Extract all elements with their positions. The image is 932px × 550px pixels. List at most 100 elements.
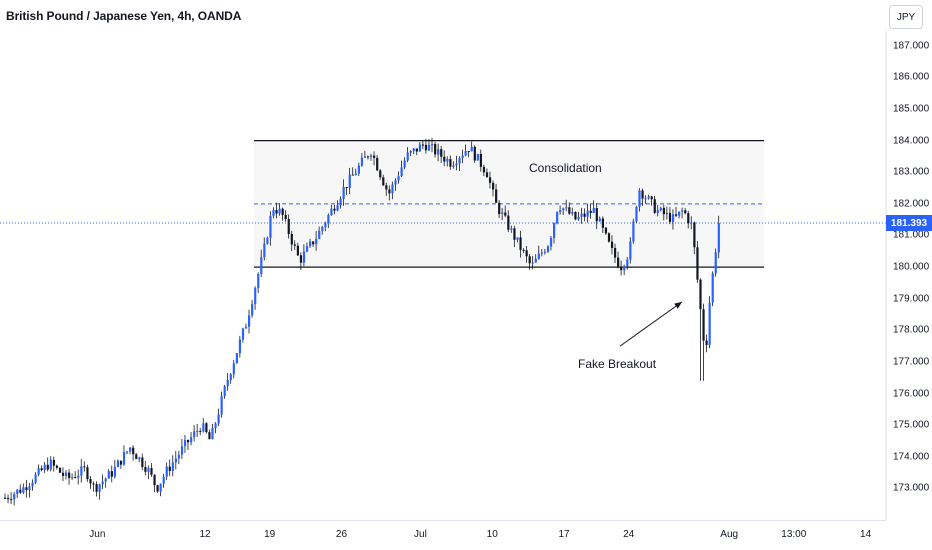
- candle-body: [327, 215, 330, 224]
- candle-body: [638, 190, 641, 207]
- currency-button[interactable]: JPY: [889, 5, 923, 29]
- candle-body: [287, 218, 290, 235]
- candle-body: [126, 451, 129, 453]
- candle-body: [330, 208, 333, 216]
- time-tick-label: 10: [486, 529, 498, 540]
- candle-body: [513, 228, 516, 240]
- candle-body: [293, 244, 296, 246]
- candle-body: [196, 430, 199, 432]
- candle-body: [485, 172, 489, 178]
- price-tick-label: 184.000: [893, 135, 930, 147]
- price-axis[interactable]: 173.000 174.000 175.000 176.000 177.000 178.0…: [886, 30, 932, 520]
- candle-body: [671, 214, 675, 222]
- candle-body: [132, 447, 135, 455]
- candle-body: [488, 177, 492, 183]
- candle-body: [244, 326, 248, 329]
- candle-body: [534, 258, 537, 263]
- candle-body: [498, 202, 501, 215]
- candle-body: [290, 234, 293, 245]
- candle-body: [632, 221, 635, 242]
- time-tick-label: 24: [623, 529, 635, 540]
- candle-body: [19, 489, 22, 493]
- candle-body: [424, 144, 428, 151]
- candle-body: [659, 207, 662, 211]
- candle-body: [141, 457, 144, 467]
- candle-body: [284, 215, 287, 219]
- candle-body: [604, 227, 608, 234]
- fake-breakout-arrow[interactable]: [619, 301, 683, 347]
- candle-body: [65, 472, 68, 476]
- candle-body: [278, 208, 281, 214]
- candle-body: [159, 483, 162, 492]
- candle-body: [589, 210, 592, 214]
- candle-body: [595, 207, 598, 222]
- time-tick-label: 17: [558, 529, 570, 540]
- candle-body: [592, 207, 595, 214]
- candle-body: [223, 386, 226, 397]
- candle-body: [211, 428, 214, 440]
- candle-body: [269, 215, 272, 239]
- candle-body: [626, 259, 629, 267]
- candle-body: [479, 153, 482, 167]
- candle-body: [540, 252, 543, 254]
- candle-body: [473, 146, 476, 161]
- candle-body: [464, 151, 467, 156]
- candle-body: [427, 144, 431, 151]
- candle-body: [665, 212, 669, 215]
- consolidation-label[interactable]: Consolidation: [529, 161, 602, 176]
- candle-body: [257, 274, 260, 289]
- candle-body: [492, 182, 495, 190]
- price-tick-label: 173.000: [893, 482, 930, 494]
- time-tick-label: 14: [860, 529, 872, 540]
- candle-body: [522, 249, 525, 251]
- candle-body: [89, 479, 92, 484]
- candle-body: [248, 315, 251, 327]
- candle-body: [598, 218, 601, 222]
- candle-body: [431, 144, 434, 146]
- candle-body: [92, 483, 95, 485]
- candle-body: [406, 152, 409, 161]
- candle-body: [321, 227, 324, 231]
- candle-body: [363, 156, 367, 158]
- candle-body: [553, 223, 556, 239]
- candle-body: [116, 460, 120, 467]
- candle-body: [122, 452, 126, 465]
- candle-body: [74, 476, 77, 478]
- candle-body: [98, 484, 101, 492]
- candle-body: [510, 228, 513, 230]
- candle-body: [232, 363, 235, 375]
- candle-body: [580, 213, 583, 217]
- candle-body: [263, 243, 266, 258]
- candle-body: [147, 468, 150, 472]
- candle-body: [324, 223, 327, 228]
- candle-body: [260, 257, 263, 275]
- candle-body: [675, 214, 678, 216]
- candle-body: [37, 468, 40, 475]
- time-axis[interactable]: Jun 12 19 26 Jul 10 17 24 Aug 13:00 14: [0, 521, 886, 550]
- candle-body: [482, 166, 486, 173]
- candle-body: [107, 471, 110, 479]
- candle-body: [156, 485, 159, 492]
- candle-body: [607, 233, 611, 242]
- candle-body: [25, 487, 28, 491]
- candle-body: [40, 468, 43, 471]
- candle-body: [437, 149, 440, 155]
- candle-body: [183, 439, 187, 447]
- candle-body: [717, 223, 720, 253]
- candle-body: [699, 279, 702, 310]
- time-tick-label: Aug: [720, 529, 739, 540]
- candle-body: [360, 157, 364, 166]
- candle-body: [305, 246, 309, 252]
- candle-body: [77, 475, 80, 478]
- candle-body: [86, 467, 89, 480]
- candle-body: [309, 241, 312, 247]
- candle-body: [312, 241, 315, 245]
- candle-body: [708, 302, 711, 345]
- candle-body: [13, 493, 16, 500]
- candle-body: [113, 466, 116, 477]
- candle-body: [705, 340, 708, 345]
- price-tick-label: 180.000: [893, 261, 930, 273]
- fake-breakout-label[interactable]: Fake Breakout: [578, 357, 657, 372]
- candle-body: [345, 186, 348, 189]
